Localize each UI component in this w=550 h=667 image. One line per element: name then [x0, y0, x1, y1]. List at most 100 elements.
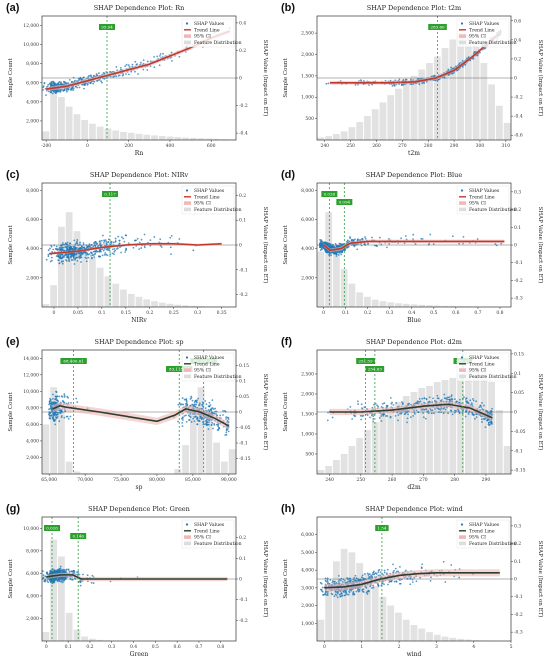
- shap-point: [397, 414, 400, 416]
- shap-point: [475, 416, 478, 419]
- histogram-bar: [112, 130, 120, 140]
- histogram-bar: [220, 461, 228, 474]
- legend-ci-marker: [459, 34, 466, 38]
- histogram-bar: [418, 628, 426, 641]
- shap-point: [54, 413, 57, 416]
- y-left-axis-label: Sample Count: [283, 225, 289, 265]
- shap-point: [53, 244, 56, 247]
- shap-point: [378, 236, 381, 239]
- shap-point: [57, 90, 59, 93]
- shap-point: [379, 571, 382, 574]
- legend-shap-marker: [185, 356, 189, 359]
- shap-point: [341, 581, 344, 583]
- x-axis-label: d2m: [407, 484, 421, 491]
- shap-point: [104, 252, 107, 254]
- shap-point: [359, 79, 362, 82]
- shap-point: [41, 570, 44, 573]
- histogram-bar: [174, 137, 182, 140]
- legend-shap-marker: [460, 22, 464, 25]
- shap-point: [50, 81, 53, 84]
- ci-band: [323, 239, 505, 253]
- shap-point: [91, 256, 93, 259]
- shap-point: [329, 579, 332, 581]
- shap-point: [335, 252, 338, 255]
- shap-point: [400, 412, 403, 415]
- shap-point: [115, 75, 118, 78]
- shap-point: [89, 244, 91, 247]
- shap-point: [349, 237, 352, 240]
- shap-point: [50, 245, 53, 248]
- shap-point: [63, 579, 65, 582]
- shap-point: [52, 412, 54, 415]
- shap-point: [433, 399, 436, 402]
- histogram-bar: [333, 561, 340, 641]
- shap-point: [467, 411, 470, 414]
- y-left-axis-label: Sample Count: [283, 392, 289, 432]
- shap-point: [350, 589, 352, 592]
- shap-point: [463, 396, 465, 399]
- shap-point: [68, 246, 71, 249]
- shap-point: [322, 593, 325, 596]
- y-right-tick-label: -0.6: [514, 133, 523, 139]
- shap-point: [68, 570, 71, 573]
- histogram-bar: [449, 39, 457, 140]
- shap-point: [60, 415, 63, 417]
- shap-point: [62, 246, 65, 249]
- shap-point: [65, 254, 67, 257]
- shap-point: [207, 421, 210, 424]
- legend-box: [456, 185, 510, 215]
- histogram-bar: [73, 114, 81, 140]
- histogram-bar: [151, 301, 158, 307]
- y-left-tick-label: 8,000: [26, 188, 39, 194]
- histogram-bar: [426, 305, 433, 307]
- chart-title: SHAP Dependence Plot: NIRv: [90, 171, 189, 179]
- shap-point: [490, 410, 493, 413]
- shap-point: [86, 83, 89, 85]
- shap-point: [58, 262, 61, 265]
- shap-point: [326, 580, 329, 583]
- legend-item-label: 95% CI: [469, 34, 486, 40]
- shap-point: [183, 415, 186, 417]
- shap-point: [367, 589, 370, 592]
- shap-point: [87, 253, 90, 256]
- shap-point: [321, 586, 324, 589]
- shap-point: [52, 92, 54, 95]
- shap-point: [113, 75, 116, 78]
- shap-point: [64, 578, 67, 581]
- y-left-tick-label: 10,000: [23, 42, 39, 48]
- histogram-bar: [457, 306, 464, 307]
- x-tick-label: 0.2: [86, 644, 93, 650]
- y-right-tick-label: 0.6: [514, 18, 521, 24]
- y-right-axis-label: SHAP Value (Impact on ET): [262, 541, 269, 618]
- x-tick-label: 270: [419, 477, 428, 483]
- shap-point: [374, 244, 376, 247]
- y-right-tick-label: -0.1: [514, 594, 523, 600]
- shap-point: [82, 243, 85, 246]
- shap-point: [446, 396, 449, 399]
- y-left-tick-label: 2,500: [301, 31, 314, 37]
- shap-point: [78, 251, 80, 254]
- shap-point: [465, 400, 467, 403]
- shap-point: [139, 61, 142, 64]
- shap-point: [134, 60, 137, 63]
- shap-point: [215, 410, 218, 413]
- shap-point: [373, 403, 375, 406]
- shap-point: [412, 238, 414, 241]
- shap-point: [70, 88, 73, 91]
- ci-band: [46, 29, 230, 92]
- shap-point: [442, 408, 445, 410]
- legend-item-label: 95% CI: [194, 201, 211, 207]
- shap-point: [213, 412, 216, 415]
- shap-point: [484, 426, 487, 429]
- shap-point: [397, 419, 399, 422]
- shap-point: [85, 244, 88, 247]
- shap-point: [76, 259, 79, 262]
- shap-point: [356, 577, 358, 580]
- shap-point: [336, 245, 339, 247]
- shap-point: [170, 51, 173, 54]
- shap-point: [399, 412, 402, 415]
- shap-point: [213, 424, 216, 426]
- threshold-label-box: [70, 533, 87, 539]
- histogram-bar: [151, 135, 158, 140]
